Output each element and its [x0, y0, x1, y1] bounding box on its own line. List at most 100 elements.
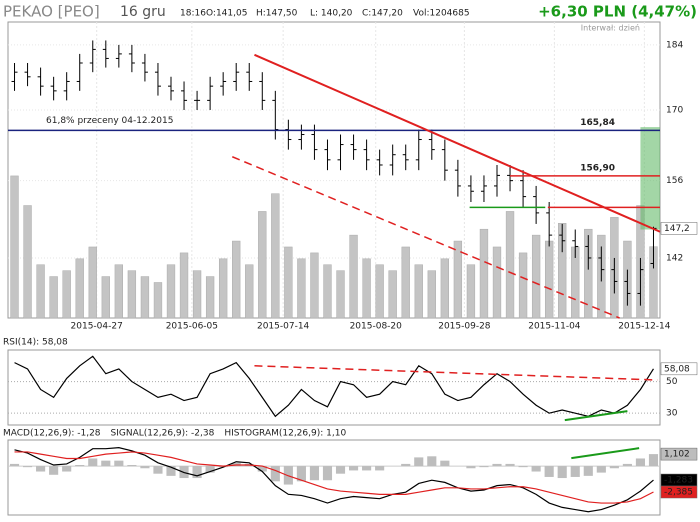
histogram-bar: [192, 466, 202, 479]
histogram-bar: [75, 465, 85, 467]
volume-bar: [310, 252, 319, 319]
histogram-bar: [101, 460, 111, 467]
ticker: PEKAO [PEO]: [3, 3, 100, 21]
volume-bar: [75, 258, 84, 319]
legend-entry: SIGNAL(12,26,9): -2,38: [111, 429, 215, 439]
y-tick-label: 30: [666, 409, 678, 419]
x-tick-label: 2015-12-14: [618, 322, 671, 332]
histogram-bar: [648, 454, 659, 467]
volume-bar: [375, 264, 384, 319]
time: 18:16: [180, 9, 206, 19]
volume-bar: [349, 234, 358, 319]
trendline: [254, 365, 658, 381]
volume-bar: [518, 252, 528, 319]
volume-bar: [114, 264, 124, 319]
trendline: [571, 447, 640, 460]
histogram-bar: [375, 466, 385, 471]
volume-bar: [166, 264, 176, 319]
series-line: [14, 447, 654, 513]
volume-bar: [101, 276, 110, 319]
volume-bar: [192, 270, 202, 319]
histogram-bar: [166, 466, 176, 476]
histogram-bar: [153, 466, 163, 474]
histogram-bar: [544, 466, 554, 477]
volume-bar: [466, 264, 476, 319]
histogram-bar: [88, 458, 98, 467]
volume-bar: [414, 264, 423, 319]
volume-bar: [401, 246, 410, 319]
histogram-bar: [635, 458, 646, 467]
panel-frame: [7, 349, 661, 426]
histogram-bar: [583, 466, 593, 476]
volume-bar: [36, 264, 45, 319]
histogram-bar: [257, 466, 267, 472]
x-tick-label: 2015-06-05: [166, 322, 218, 332]
badge: [660, 362, 698, 376]
volume-bar: [205, 276, 215, 319]
histogram-bar: [49, 466, 59, 475]
high-value: H:147,50: [256, 9, 298, 19]
histogram-bar: [140, 466, 150, 469]
histogram-bar: [9, 463, 20, 467]
volume-bar: [297, 258, 306, 319]
volume-bar: [88, 246, 97, 319]
trendline: [254, 53, 661, 233]
level-note: 61,8% przeceny 04-12.2015: [46, 116, 173, 126]
badge-label: -2,385: [664, 488, 693, 498]
histogram-bar: [401, 463, 411, 467]
volume-bar: [179, 252, 189, 319]
badge: [660, 447, 698, 461]
y-tick-label: 170: [666, 105, 683, 115]
volume-bar: [140, 276, 150, 319]
y-tick-label: 156: [666, 176, 683, 186]
volume-bar: [427, 270, 436, 319]
zone: [640, 127, 660, 230]
histogram-bar: [270, 466, 280, 482]
volume-value: Vol:1204685: [413, 9, 470, 19]
volume-bar: [258, 211, 267, 319]
histogram-bar: [22, 466, 33, 468]
histogram-bar: [114, 460, 124, 467]
histogram-bar: [557, 466, 567, 479]
volume-bar: [453, 240, 463, 319]
volume-bar: [388, 270, 397, 319]
histogram-bar: [596, 466, 606, 473]
volume-bar: [440, 258, 450, 319]
histogram-bar: [348, 466, 359, 471]
change: +6,30 PLN (4,47%): [538, 3, 697, 21]
series-line: [14, 355, 654, 418]
legend-entry: HISTOGRAM(12,26,9): 1,10: [224, 429, 346, 439]
badge-label: 147,2: [664, 224, 690, 234]
histogram-bar: [322, 466, 333, 481]
open-value: O:141,05: [206, 9, 247, 19]
histogram-bar: [531, 466, 541, 472]
histogram-bar: [609, 466, 619, 469]
volume-bar: [558, 223, 567, 319]
histogram-bar: [518, 466, 528, 468]
y-tick-label: 50: [666, 377, 678, 387]
badge: [660, 485, 698, 499]
trendline: [231, 156, 620, 319]
histogram-bar: [505, 463, 515, 467]
volume-bar: [218, 258, 228, 319]
histogram-bar: [36, 466, 46, 472]
histogram-bar: [205, 466, 215, 473]
y-tick-label: 184: [666, 40, 683, 50]
series-line: [14, 451, 654, 504]
volume-bar: [492, 246, 502, 319]
volume-bar: [362, 258, 371, 319]
badge-label: 58,08: [664, 364, 690, 374]
badge-label: -1,283: [664, 476, 693, 486]
histogram-bar: [440, 460, 450, 467]
x-tick-label: 2015-11-04: [528, 322, 581, 332]
volume-bar: [153, 282, 163, 319]
histogram-bar: [362, 466, 372, 471]
panel-frame: [7, 439, 661, 516]
interval: Interwał: dzień: [581, 24, 640, 33]
histogram-bar: [479, 466, 489, 468]
volume-bar: [531, 234, 541, 319]
level-label: 165,84: [580, 118, 615, 128]
x-tick-label: 2015-09-28: [438, 322, 491, 332]
volume-bar: [479, 228, 489, 319]
